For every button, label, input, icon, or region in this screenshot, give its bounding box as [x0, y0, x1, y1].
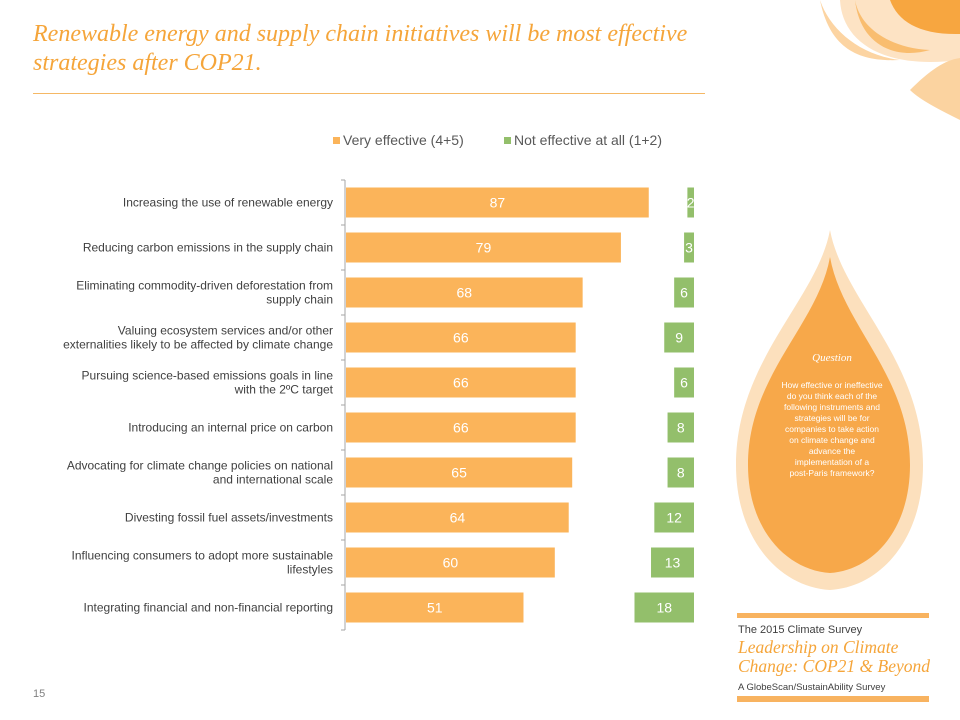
bar-not-effective [664, 322, 694, 353]
bar-very-effective [346, 457, 573, 488]
question-line: following instruments and [784, 402, 880, 412]
category-label: Eliminating commodity-driven deforestati… [76, 279, 333, 307]
chart-legend: Very effective (4+5) Not effective at all… [333, 132, 662, 148]
category-label: Pursuing science-based emissions goals i… [82, 369, 334, 397]
drop-inner-shape [748, 257, 910, 573]
question-line: implementation of a [794, 457, 870, 467]
bar-value-label: 79 [476, 240, 492, 256]
bar-value-label: 60 [443, 555, 459, 571]
bar-value-label: 8 [677, 420, 685, 436]
bar-value-label: 66 [453, 420, 469, 436]
bar-value-label: 65 [451, 465, 467, 481]
page-number: 15 [33, 688, 46, 700]
bar-value-label: 18 [656, 600, 672, 616]
bar-not-effective [684, 232, 694, 263]
brand-rule-bottom [737, 696, 929, 702]
title-divider [33, 93, 705, 94]
question-line: How effective or ineffective [781, 380, 883, 390]
bar-value-label: 87 [490, 195, 506, 211]
category-label: Influencing consumers to adopt more sust… [72, 549, 334, 577]
bar-value-label: 12 [666, 510, 682, 526]
bar-very-effective [346, 367, 576, 398]
bar-chart: Very effective (4+5) Not effective at all… [63, 132, 695, 631]
survey-publisher: A GlobeScan/SustainAbility Survey [738, 682, 886, 693]
bar-value-label: 66 [453, 375, 469, 391]
bar-very-effective [346, 412, 576, 443]
bar-not-effective [654, 502, 694, 533]
category-label: Integrating financial and non-financial … [84, 601, 334, 615]
question-heading: Question [812, 352, 852, 364]
bar-very-effective [346, 232, 621, 263]
bar-value-label: 6 [680, 285, 688, 301]
category-label: Divesting fossil fuel assets/investments [125, 511, 333, 525]
legend-label: Very effective (4+5) [343, 132, 464, 148]
bar-very-effective [346, 592, 524, 623]
question-line: companies to take action [784, 424, 880, 434]
category-label: Advocating for climate change policies o… [67, 459, 333, 487]
bar-value-label: 2 [687, 195, 695, 211]
question-line: post-Paris framework? [789, 468, 875, 478]
question-line: advance the [808, 446, 856, 456]
bar-very-effective [346, 187, 649, 218]
bar-not-effective [674, 367, 694, 398]
page-title: Renewable energy and supply chain initia… [33, 21, 688, 76]
bar-value-label: 8 [677, 465, 685, 481]
question-line: on climate change and [789, 435, 875, 445]
question-line: do you think each of the [786, 391, 878, 401]
bar-not-effective [651, 547, 694, 578]
category-label: Increasing the use of renewable energy [123, 196, 333, 210]
bar-value-label: 9 [675, 330, 683, 346]
bar-not-effective [667, 412, 694, 443]
bar-value-label: 3 [685, 240, 693, 256]
question-text: How effective or ineffective do you think… [760, 380, 904, 479]
question-callout: Question How effective or ineffective do … [760, 352, 904, 479]
bar-very-effective [346, 322, 576, 353]
survey-name: The 2015 Climate Survey [738, 624, 863, 636]
bar-value-label: 13 [665, 555, 681, 571]
category-label: Introducing an internal price on carbon [128, 421, 333, 435]
bar-very-effective [346, 547, 555, 578]
bar-not-effective [634, 592, 694, 623]
sun-decoration-icon [820, 0, 960, 120]
legend-swatch [504, 137, 511, 144]
bar-very-effective [346, 502, 569, 533]
legend-swatch [333, 137, 340, 144]
bar-very-effective [346, 277, 583, 308]
bar-not-effective [667, 457, 694, 488]
bar-not-effective [674, 277, 694, 308]
survey-title: Leadership on Climate Change: COP21 & Be… [738, 637, 930, 676]
bar-not-effective [687, 187, 694, 218]
category-label: Reducing carbon emissions in the supply … [83, 241, 333, 255]
bar-value-label: 6 [680, 375, 688, 391]
bar-value-label: 51 [427, 600, 443, 616]
question-drop-shape [736, 230, 923, 590]
bar-value-label: 68 [457, 285, 473, 301]
bar-value-label: 64 [450, 510, 466, 526]
bar-value-label: 66 [453, 330, 469, 346]
category-label: Valuing ecosystem services and/or other e… [63, 324, 333, 352]
legend-label: Not effective at all (1+2) [514, 132, 662, 148]
brand-rule-top [737, 613, 929, 618]
question-line: strategies will be for [794, 413, 870, 423]
